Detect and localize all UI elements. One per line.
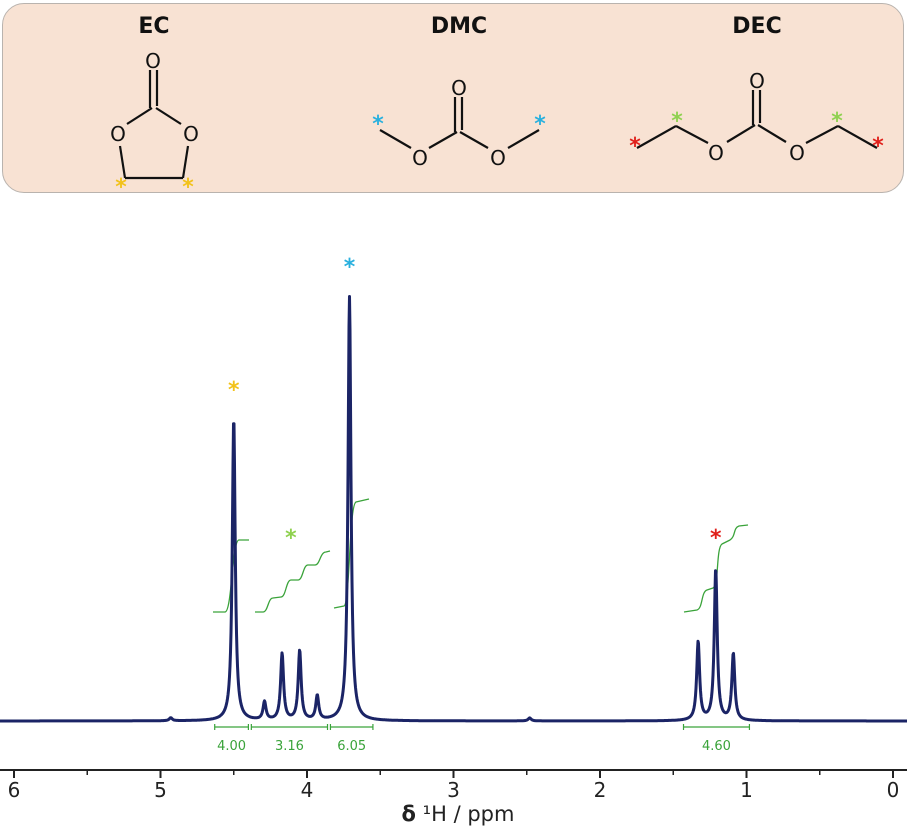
integral-bracket [250,724,329,730]
dmc-title: DMC [430,14,488,39]
x-axis-title: δ ¹H / ppm [402,802,515,826]
ec-o-ring-1: O [110,122,126,146]
dec-o-1: O [708,141,724,165]
x-tick-label: 4 [301,778,314,802]
dmc-o-carbonyl: O [451,76,467,100]
dec-structure [636,90,878,149]
integral-layer: 4.00 3.16 6.05 4.60 [213,498,751,754]
dec-title: DEC [732,14,782,39]
dec-ch2-marker-2: * [831,109,843,134]
dmc-marker-1: * [372,112,384,137]
dec-o-2: O [789,141,805,165]
dec-ch2-marker-1: * [671,109,683,134]
peak-markers: * * * * [228,255,722,551]
dec-bond-o2-ch2 [805,125,839,144]
ec-o-carbonyl: O [145,49,161,73]
peak-marker: * [344,255,356,280]
spectrum-line [0,295,907,723]
x-axis-title-text: ¹H / ppm [422,802,515,826]
ec-o-ring-2: O [183,122,199,146]
dec-bond-c-o2 [757,124,787,143]
peak-marker: * [285,526,297,551]
integral-curve [333,498,370,609]
dec-bond-c-o1 [726,124,756,143]
integral-bracket [214,724,249,730]
dmc-bond-o2-me [507,129,540,149]
dmc-o-1: O [412,146,428,170]
dmc-bond-c-o2 [459,131,489,149]
peak-marker: * [228,378,240,403]
peak-marker: * [710,526,722,551]
dmc-bond-o1-me [379,129,412,149]
ec-marker-1: * [115,175,127,200]
x-tick-label: 6 [8,778,21,802]
ec-bond-o1-c [118,145,127,179]
x-tick-label: 5 [154,778,167,802]
integral-label: 4.60 [702,739,731,754]
integral-label: 6.05 [337,739,366,754]
dec-bond-ch2-ch3-left [636,125,677,149]
ec-structure [118,70,190,180]
dec-o-carbonyl: O [749,69,765,93]
ec-bond-o2-c [181,145,190,179]
integral-curve [255,550,331,613]
dec-bond-ch2-ch3-right [837,125,878,149]
dmc-o-2: O [490,146,506,170]
integral-label: 3.16 [275,739,304,754]
dec-bond-o1-ch2 [675,125,709,144]
ec-title: EC [138,14,170,39]
dmc-marker-2: * [534,112,546,137]
x-tick-label: 0 [887,778,900,802]
integral-bracket [682,724,751,730]
ec-bond-c-o2 [155,107,182,125]
ec-bond-c-o1 [126,107,153,125]
x-tick-label: 1 [740,778,753,802]
x-tick-label: 3 [447,778,460,802]
structures: O O O * * O O O * * O O O * * * * [110,49,884,200]
x-axis-title-symbol: δ [401,802,416,826]
dmc-bond-c-o1 [428,131,458,149]
integral-bracket [329,724,374,730]
dmc-structure [379,97,540,149]
x-axis-ticks: 6 5 4 3 2 1 0 [8,770,900,802]
integral-curve [683,524,749,613]
dec-ch3-marker-2: * [872,134,884,159]
integral-label: 4.00 [217,739,246,754]
x-tick-label: 2 [594,778,607,802]
ec-marker-2: * [182,175,194,200]
dec-ch3-marker-1: * [629,134,641,159]
